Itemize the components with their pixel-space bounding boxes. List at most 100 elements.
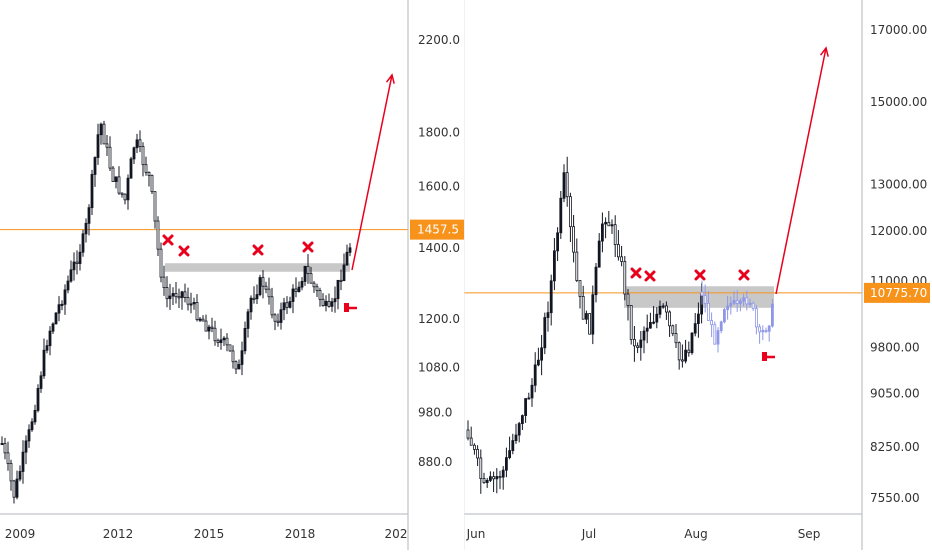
right-candle: [546, 312, 550, 318]
left-candle: [156, 220, 160, 250]
right-candle: [553, 250, 556, 282]
right-candle: [680, 359, 684, 362]
left-x-tick-label: 202: [385, 527, 408, 541]
left-candle: [306, 266, 310, 275]
left-candle: [213, 327, 217, 342]
left-candle: [45, 345, 49, 351]
right-current-price-label: 10775.70: [870, 286, 927, 300]
left-candle: [48, 330, 52, 347]
right-x-tick-label: Aug: [684, 527, 707, 541]
left-candle: [153, 191, 157, 222]
projection-candle: [745, 297, 749, 305]
left-candle: [9, 462, 13, 482]
right-chart-panel[interactable]: 17000.00 15000.00 13000.00 12000.00 11000.00…: [463, 0, 932, 550]
right-candle: [591, 294, 595, 335]
left-candle: [231, 350, 235, 363]
right-candle: [655, 313, 659, 323]
left-y-tick-label: 1080.0: [418, 361, 460, 375]
right-candle: [677, 342, 681, 361]
projection-candle: [754, 308, 758, 328]
x-mark: [302, 241, 314, 253]
left-candle: [207, 326, 211, 332]
resistance-zone: [624, 286, 774, 308]
left-candle: [189, 303, 193, 306]
left-candle: [255, 294, 259, 300]
right-candle: [629, 305, 633, 340]
left-candle: [54, 312, 58, 325]
right-y-tick-label: 9800.00: [870, 341, 920, 355]
right-candle: [604, 221, 608, 225]
left-current-price-badge: 1457.5: [410, 219, 464, 240]
right-candle: [488, 476, 492, 481]
left-candle: [24, 440, 28, 453]
right-y-tick-label: 12000.00: [870, 224, 927, 238]
right-candle: [668, 311, 672, 327]
projection-candle: [748, 302, 752, 305]
right-y-tick-label: 17000.00: [870, 23, 927, 37]
left-y-tick-label: 2200.0: [418, 33, 460, 47]
left-candle: [300, 281, 304, 288]
left-candle: [114, 176, 118, 182]
projection-candle: [729, 302, 733, 307]
left-candle: [51, 323, 55, 332]
left-candle: [321, 298, 325, 306]
left-candle: [174, 293, 178, 298]
left-candle: [144, 164, 148, 173]
x-mark: [162, 234, 174, 246]
projection-candle: [770, 303, 774, 327]
left-candle: [291, 288, 295, 302]
left-x-tick-label: 2018: [285, 527, 316, 541]
projection-candle: [713, 324, 717, 345]
projection-candle: [716, 330, 720, 345]
left-candle: [294, 288, 298, 292]
right-y-tick-label: 8250.00: [870, 440, 920, 454]
left-candle: [165, 287, 169, 300]
right-y-tick-label: 9050.00: [870, 387, 920, 401]
right-candle: [530, 384, 534, 399]
right-candle: [479, 457, 483, 479]
left-current-price-label: 1457.5: [417, 223, 459, 237]
left-candle: [336, 279, 340, 300]
left-y-tick-label: 1800.0: [418, 125, 460, 139]
left-candle: [324, 300, 328, 306]
projection-candle: [732, 300, 736, 304]
right-candle: [543, 317, 547, 349]
projection-candle: [764, 329, 768, 332]
left-candle: [87, 207, 91, 224]
right-candle: [505, 457, 508, 471]
right-candle: [636, 345, 640, 348]
right-candle: [501, 469, 505, 478]
projection-candle: [742, 297, 746, 302]
left-chart-panel[interactable]: 2200.0 1800.0 1600.0 1400.0 1200.0 1080.0 980.…: [0, 0, 464, 550]
left-candle: [297, 286, 301, 292]
left-candle: [108, 146, 112, 169]
left-candle: [282, 302, 286, 311]
left-candle: [339, 279, 343, 282]
right-candle: [466, 429, 470, 439]
left-candle: [327, 300, 331, 307]
x-mark: [644, 270, 656, 282]
left-candle: [132, 147, 136, 160]
left-candle: [135, 139, 139, 149]
left-candle: [261, 277, 265, 287]
right-candle: [569, 196, 572, 228]
right-chart[interactable]: 17000.0015000.0013000.0012000.0011000.00…: [463, 0, 932, 550]
left-candle: [42, 349, 46, 377]
left-candle: [219, 339, 223, 344]
right-candle: [492, 476, 496, 480]
left-candle: [171, 293, 175, 297]
projection-candle: [735, 300, 739, 304]
flag-icon: [344, 303, 357, 312]
right-candle: [482, 478, 486, 484]
left-candle: [123, 193, 127, 201]
right-candle: [616, 244, 620, 258]
right-candle: [610, 224, 614, 227]
right-candle: [687, 349, 691, 354]
left-candle: [90, 174, 94, 209]
left-candle: [111, 167, 115, 182]
left-candle: [258, 277, 262, 295]
left-candle: [183, 291, 187, 298]
right-candle: [476, 449, 480, 459]
left-candle: [318, 290, 322, 300]
left-chart[interactable]: 2200.0 1800.0 1600.0 1400.0 1200.0 1080.0 980.…: [0, 0, 464, 550]
